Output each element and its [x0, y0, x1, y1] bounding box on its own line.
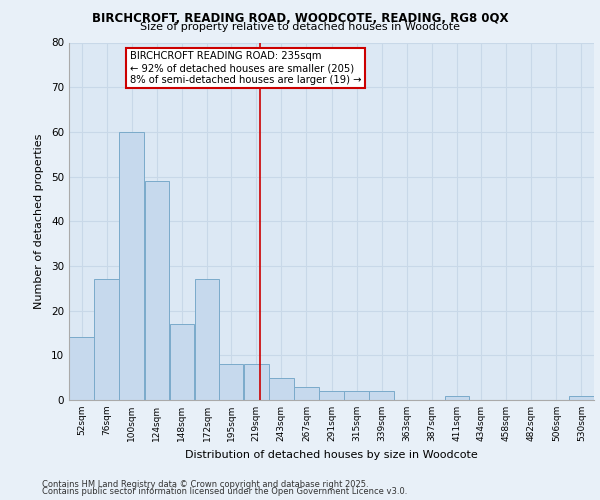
Bar: [294, 386, 319, 400]
Text: Size of property relative to detached houses in Woodcote: Size of property relative to detached ho…: [140, 22, 460, 32]
Text: BIRCHCROFT, READING ROAD, WOODCOTE, READING, RG8 0QX: BIRCHCROFT, READING ROAD, WOODCOTE, READ…: [92, 12, 508, 24]
Bar: [94, 280, 119, 400]
X-axis label: Distribution of detached houses by size in Woodcote: Distribution of detached houses by size …: [185, 450, 478, 460]
Bar: [69, 338, 94, 400]
Bar: [145, 181, 169, 400]
Bar: [370, 391, 394, 400]
Bar: [219, 364, 244, 400]
Bar: [445, 396, 469, 400]
Bar: [319, 391, 344, 400]
Bar: [269, 378, 293, 400]
Bar: [195, 280, 220, 400]
Bar: [344, 391, 369, 400]
Bar: [244, 364, 269, 400]
Text: Contains public sector information licensed under the Open Government Licence v3: Contains public sector information licen…: [42, 487, 407, 496]
Text: BIRCHCROFT READING ROAD: 235sqm
← 92% of detached houses are smaller (205)
8% of: BIRCHCROFT READING ROAD: 235sqm ← 92% of…: [130, 52, 361, 84]
Y-axis label: Number of detached properties: Number of detached properties: [34, 134, 44, 309]
Bar: [569, 396, 594, 400]
Text: Contains HM Land Registry data © Crown copyright and database right 2025.: Contains HM Land Registry data © Crown c…: [42, 480, 368, 489]
Bar: [170, 324, 194, 400]
Bar: [119, 132, 144, 400]
